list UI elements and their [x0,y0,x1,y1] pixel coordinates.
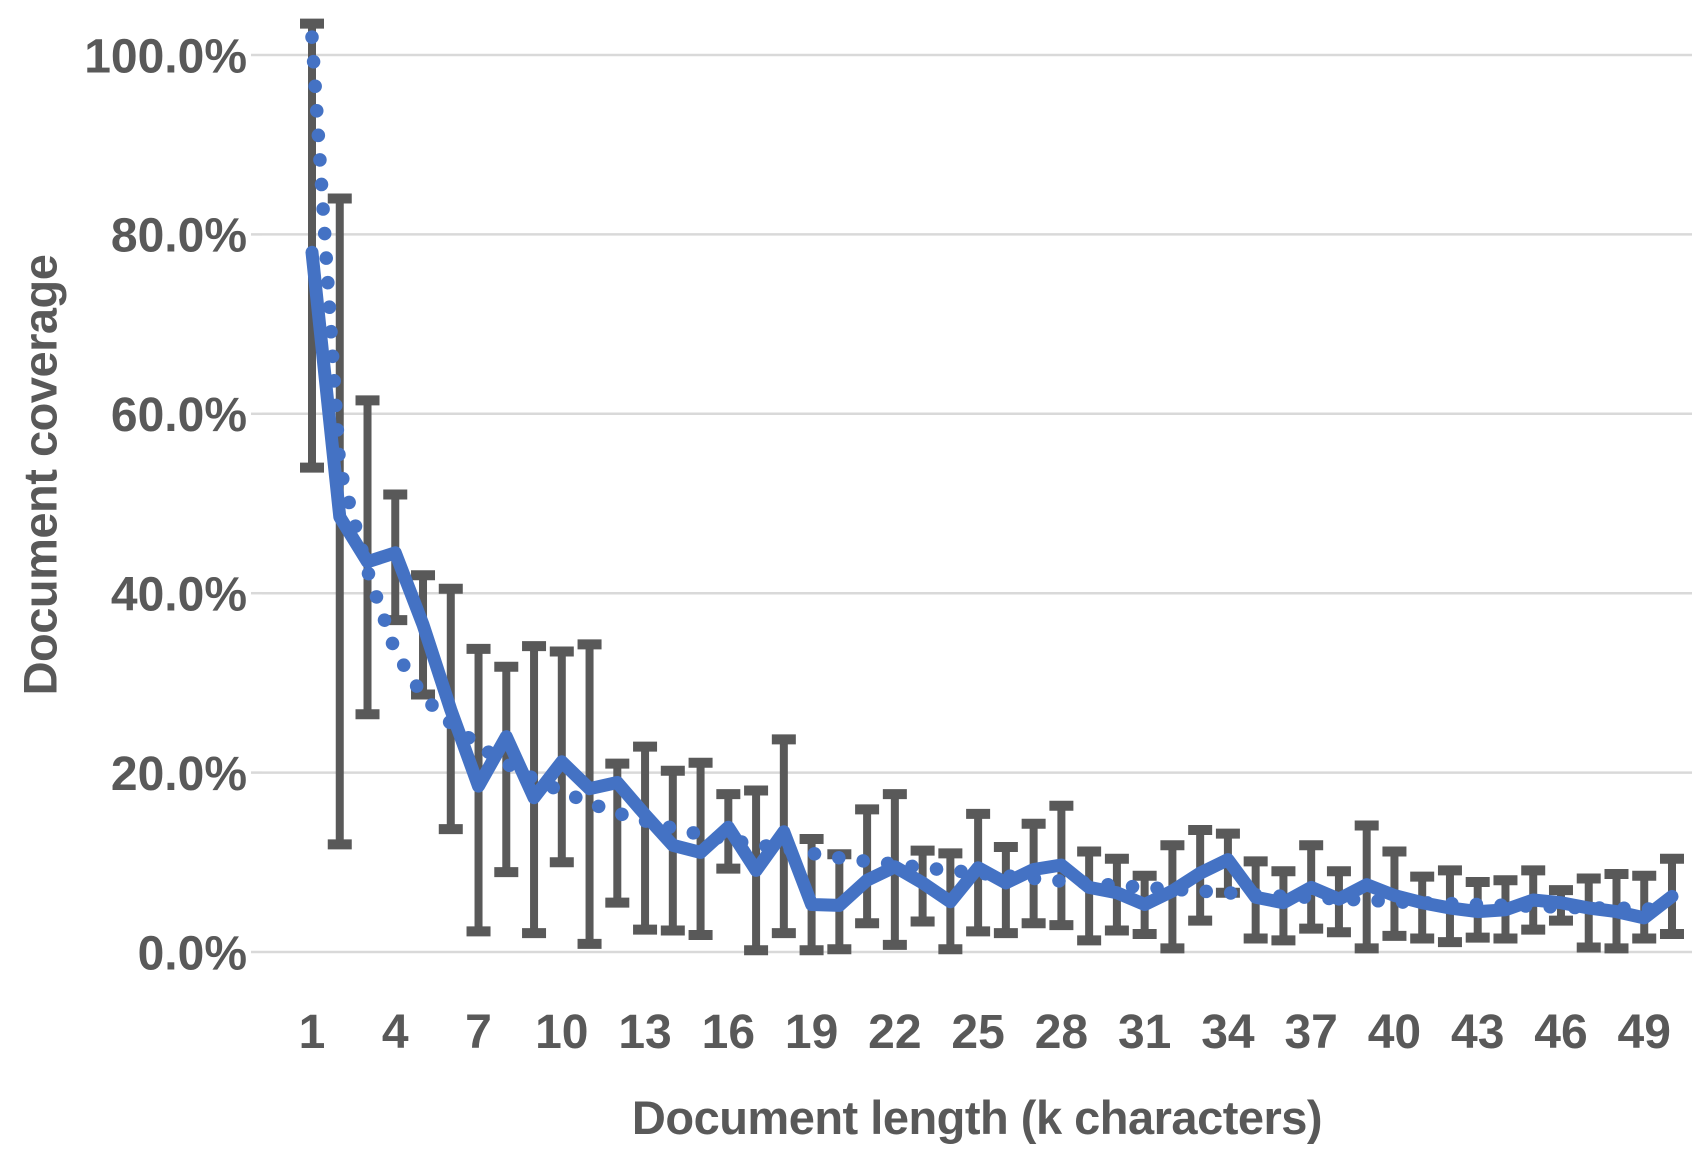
y-tick-label: 0.0% [138,927,247,980]
x-tick-label: 19 [785,1006,838,1059]
y-tick-label: 80.0% [111,210,247,263]
x-tick-label: 40 [1368,1006,1421,1059]
y-axis-title: Document coverage [13,254,67,696]
x-tick-label: 28 [1035,1006,1088,1059]
x-tick-label: 7 [465,1006,492,1059]
x-axis-title: Document length (k characters) [631,1091,1323,1144]
x-tick-label: 16 [702,1006,755,1059]
x-tick-label: 31 [1118,1006,1171,1059]
x-tick-label: 22 [868,1006,921,1059]
x-tick-label: 46 [1534,1006,1587,1059]
error-bar [1077,846,1102,946]
y-tick-label: 60.0% [111,389,247,442]
x-tick-label: 49 [1618,1006,1671,1059]
error-bar [633,741,658,935]
x-tick-label: 4 [382,1006,409,1059]
x-tick-label: 43 [1451,1006,1504,1059]
x-tick-label: 1 [299,1006,326,1059]
x-tick-label: 10 [535,1006,588,1059]
x-tick-label: 37 [1284,1006,1337,1059]
x-tick-label: 25 [951,1006,1004,1059]
error-bar [993,842,1018,939]
x-tick-label: 13 [618,1006,671,1059]
y-tick-label: 20.0% [111,748,247,801]
y-tick-label: 100.0% [84,30,247,83]
mean-coverage-line [305,245,1679,925]
error-bar [300,18,324,473]
y-tick-label: 40.0% [111,568,247,621]
trend-dotted-line [305,30,1679,917]
x-tick-label: 34 [1201,1006,1255,1059]
